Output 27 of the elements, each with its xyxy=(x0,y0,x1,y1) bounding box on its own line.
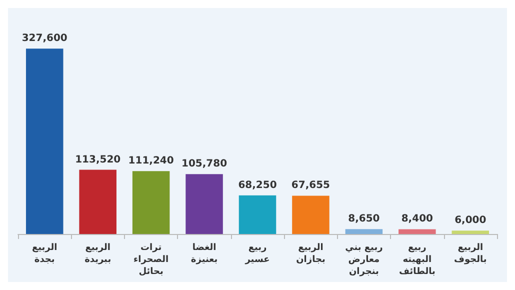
x-tick-label: الغضا بعنيزة xyxy=(190,243,218,265)
data-label: 6,000 xyxy=(454,215,486,226)
bar xyxy=(398,229,436,234)
data-label: 68,250 xyxy=(238,180,277,191)
data-label: 327,600 xyxy=(22,33,68,44)
bar xyxy=(186,174,223,234)
x-tick-label: الربيع بجازان xyxy=(296,243,326,265)
data-label: 111,240 xyxy=(128,156,174,167)
x-tick-label: ربيع بني معارض بنجران xyxy=(345,243,383,277)
data-label: 8,650 xyxy=(348,214,380,225)
bar xyxy=(292,196,330,234)
bar xyxy=(132,171,170,234)
x-tick-label: الربيع بالجوف xyxy=(454,243,487,265)
x-tick-label: الربيع ببريدة xyxy=(84,243,112,265)
data-label: 105,780 xyxy=(182,158,228,170)
bar xyxy=(26,48,64,234)
x-tick-label: ربيع البهيته بالطائف xyxy=(398,243,436,277)
x-tick-label: ترات الصحراء بحائل xyxy=(134,243,169,277)
bar xyxy=(452,230,490,234)
bar xyxy=(345,229,383,234)
data-label: 113,520 xyxy=(75,154,121,166)
x-tick-label: ربيع عسير xyxy=(244,243,270,265)
bar xyxy=(79,170,116,234)
data-label: 8,400 xyxy=(401,214,434,225)
x-tick-label: الربيع بجدة xyxy=(32,243,58,265)
data-label: 67,655 xyxy=(291,180,330,192)
bar xyxy=(238,195,276,234)
